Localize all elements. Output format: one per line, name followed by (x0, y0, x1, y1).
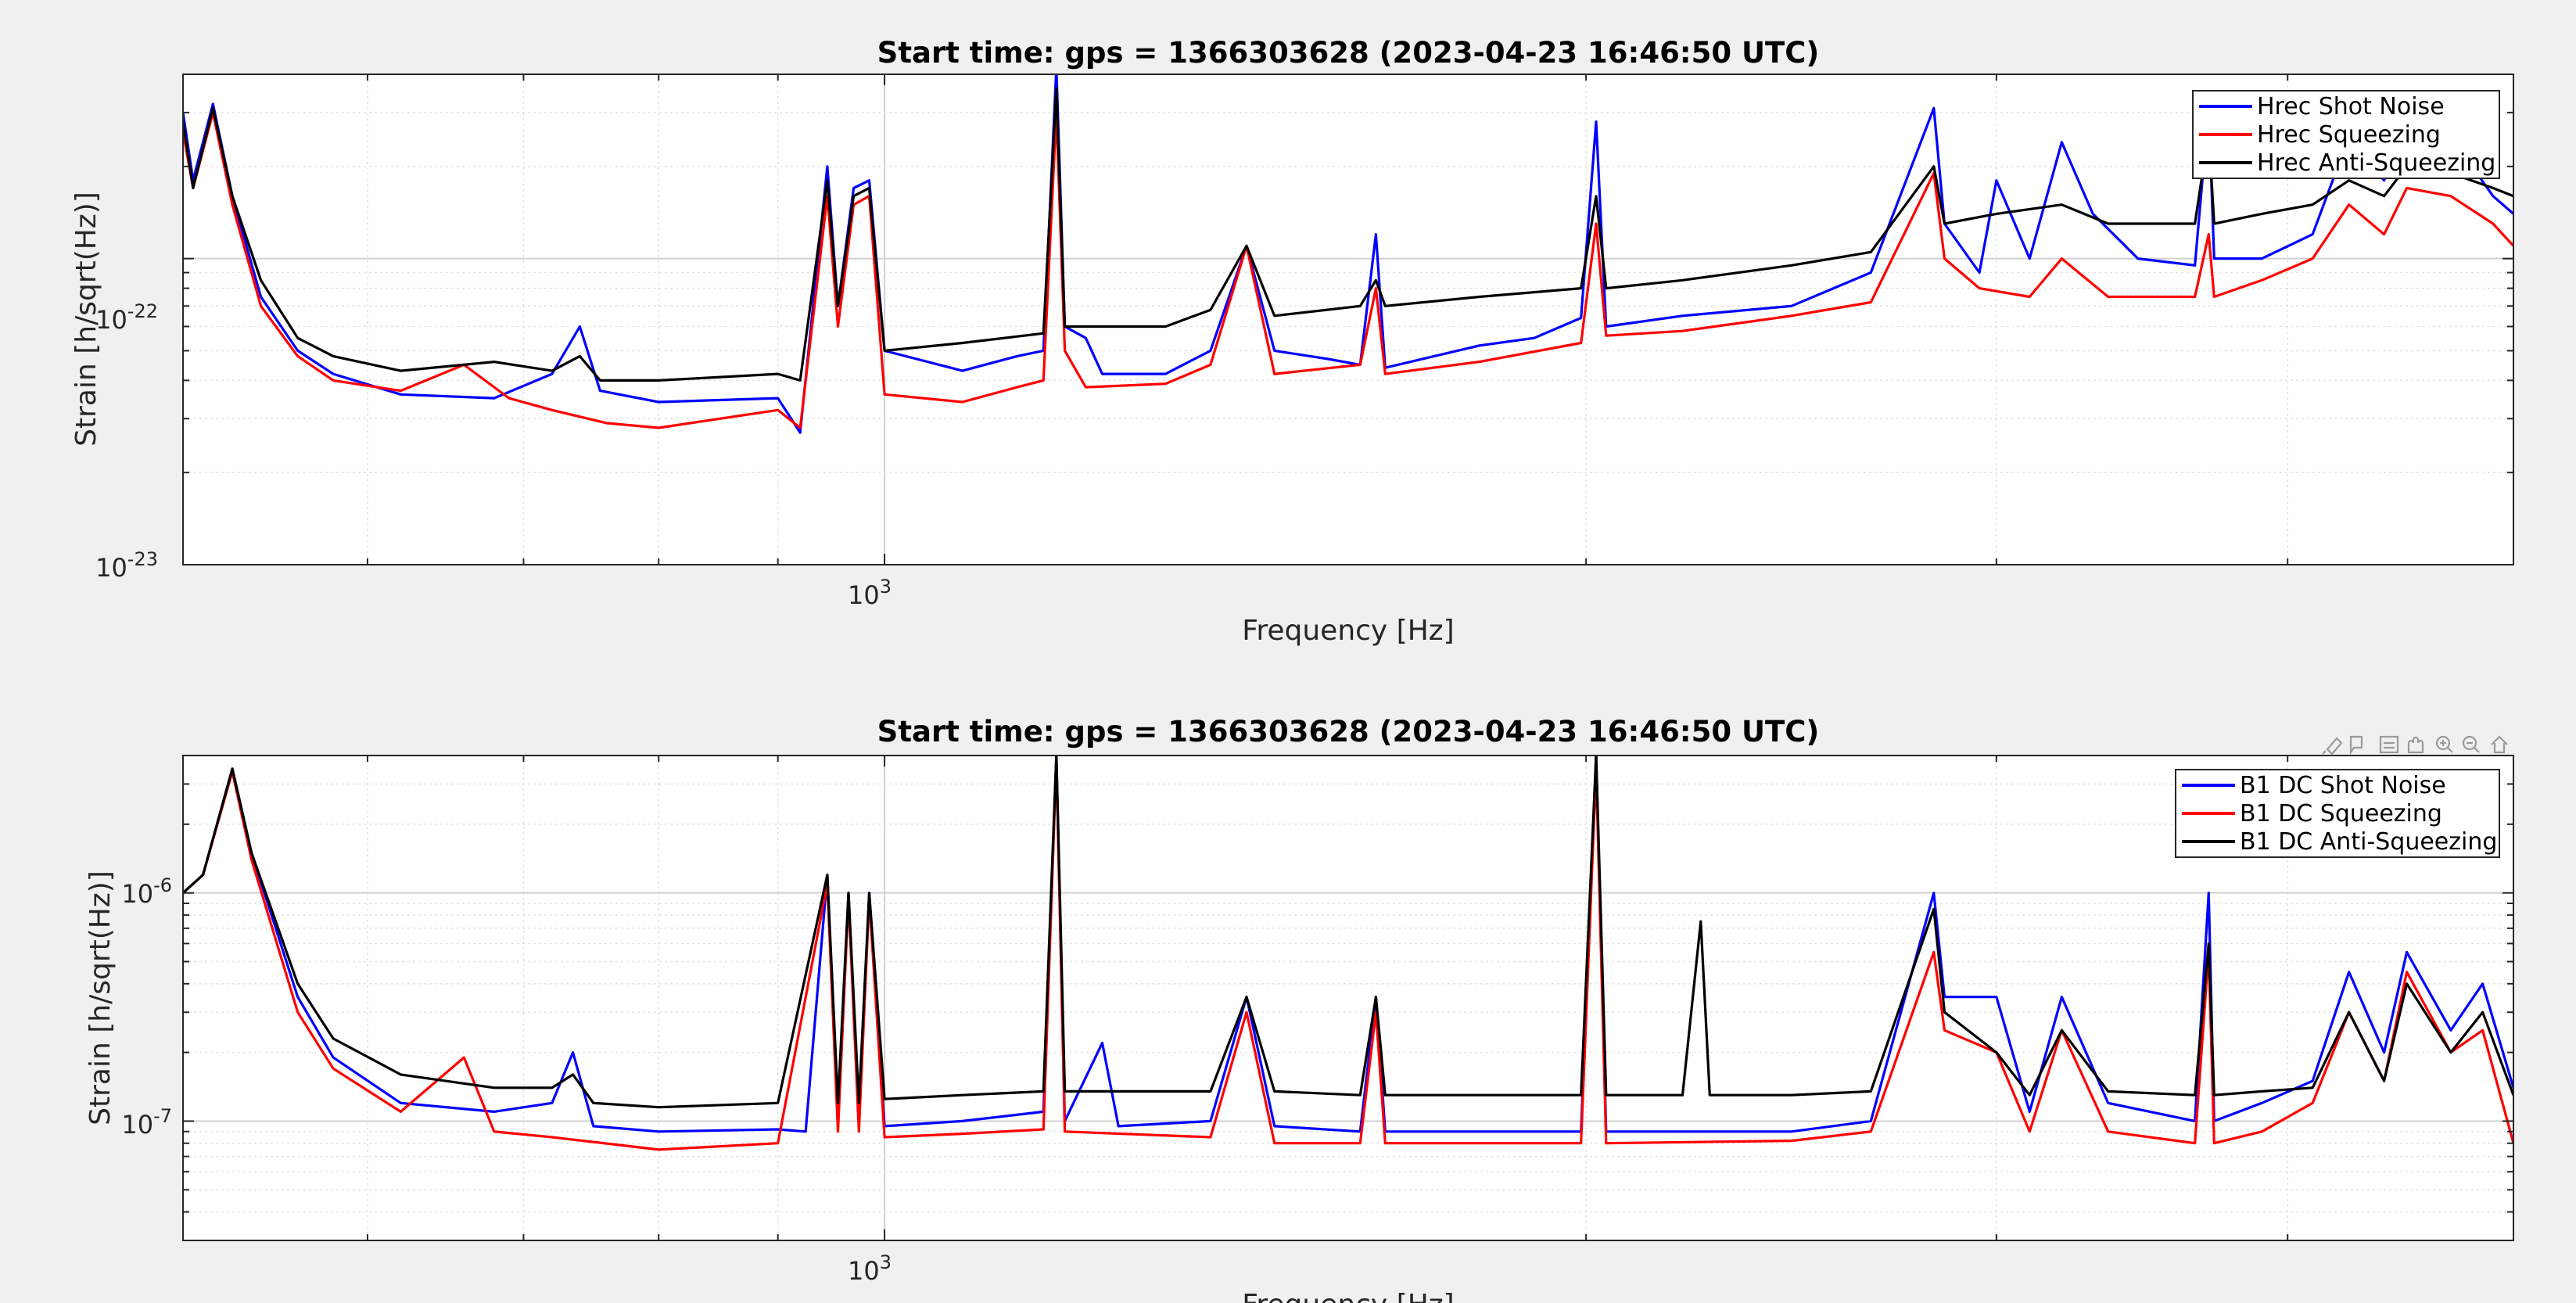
series-line-hrec-shot-noise (183, 74, 2513, 434)
legend-2[interactable]: B1 DC Shot Noise B1 DC Squeezing B1 DC A… (2175, 769, 2500, 858)
ticks-1 (182, 74, 2514, 565)
legend-label-hrec-anti-squeezing: Hrec Anti-Squeezing (2257, 149, 2495, 177)
legend-label-hrec-squeezing: Hrec Squeezing (2257, 121, 2441, 149)
axes-toolbar (2322, 735, 2508, 756)
plot-area-1 (183, 74, 2513, 565)
y-tick-label-1e-7: 10-7 (121, 1105, 172, 1140)
axes-1: Start time: gps = 1366303628 (2023-04-23… (70, 36, 2514, 647)
data-tip-icon[interactable] (2349, 735, 2363, 756)
axes-box-1 (182, 74, 2514, 565)
x-axis-label-1: Frequency [Hz] (1242, 615, 1454, 647)
x-tick-label-1000-b: 103 (848, 1251, 892, 1286)
zoom-out-icon[interactable] (2462, 735, 2480, 753)
chart-title-2: Start time: gps = 1366303628 (2023-04-23… (877, 715, 1820, 748)
y-axis-label-2: Strain [h/sqrt(Hz)] (84, 870, 117, 1125)
y-tick-label-1e-6: 10-6 (121, 874, 172, 909)
plot-area-2 (183, 756, 2513, 1240)
brush-icon[interactable] (2322, 737, 2343, 756)
chart-title-1: Start time: gps = 1366303628 (2023-04-23… (877, 36, 1820, 70)
y-axis-label-1: Strain [h/sqrt(Hz)] (70, 192, 102, 447)
legend-label-b1-dc-anti-squeezing: B1 DC Anti-Squeezing (2240, 828, 2497, 856)
legend-1[interactable]: Hrec Shot Noise Hrec Squeezing Hrec Anti… (2192, 90, 2500, 179)
legend-label-b1-dc-shot-noise: B1 DC Shot Noise (2240, 772, 2446, 799)
x-tick-label-1000: 103 (848, 576, 892, 610)
axes-2: Start time: gps = 1366303628 (2023-04-23… (84, 715, 2514, 1303)
series-line-b1-dc-squeezing (183, 759, 2513, 1151)
ticks-2 (182, 755, 2514, 1241)
axes-box-2 (182, 755, 2514, 1241)
y-tick-label-1e-22: 10-22 (95, 300, 158, 335)
x-axis-label-2: Frequency [Hz] (1242, 1289, 1454, 1303)
legend-label-hrec-shot-noise: Hrec Shot Noise (2257, 93, 2445, 120)
home-icon[interactable] (2491, 735, 2508, 754)
pan-icon[interactable] (2407, 736, 2424, 754)
legend-label-b1-dc-squeezing: B1 DC Squeezing (2240, 800, 2442, 827)
zoom-in-icon[interactable] (2435, 735, 2453, 753)
legend-toggle-icon[interactable] (2379, 735, 2399, 754)
series-group-2 (183, 756, 2513, 1151)
series-line-b1-dc-anti-squeezing (183, 756, 2513, 1109)
y-tick-label-1e-23: 10-23 (95, 548, 158, 583)
